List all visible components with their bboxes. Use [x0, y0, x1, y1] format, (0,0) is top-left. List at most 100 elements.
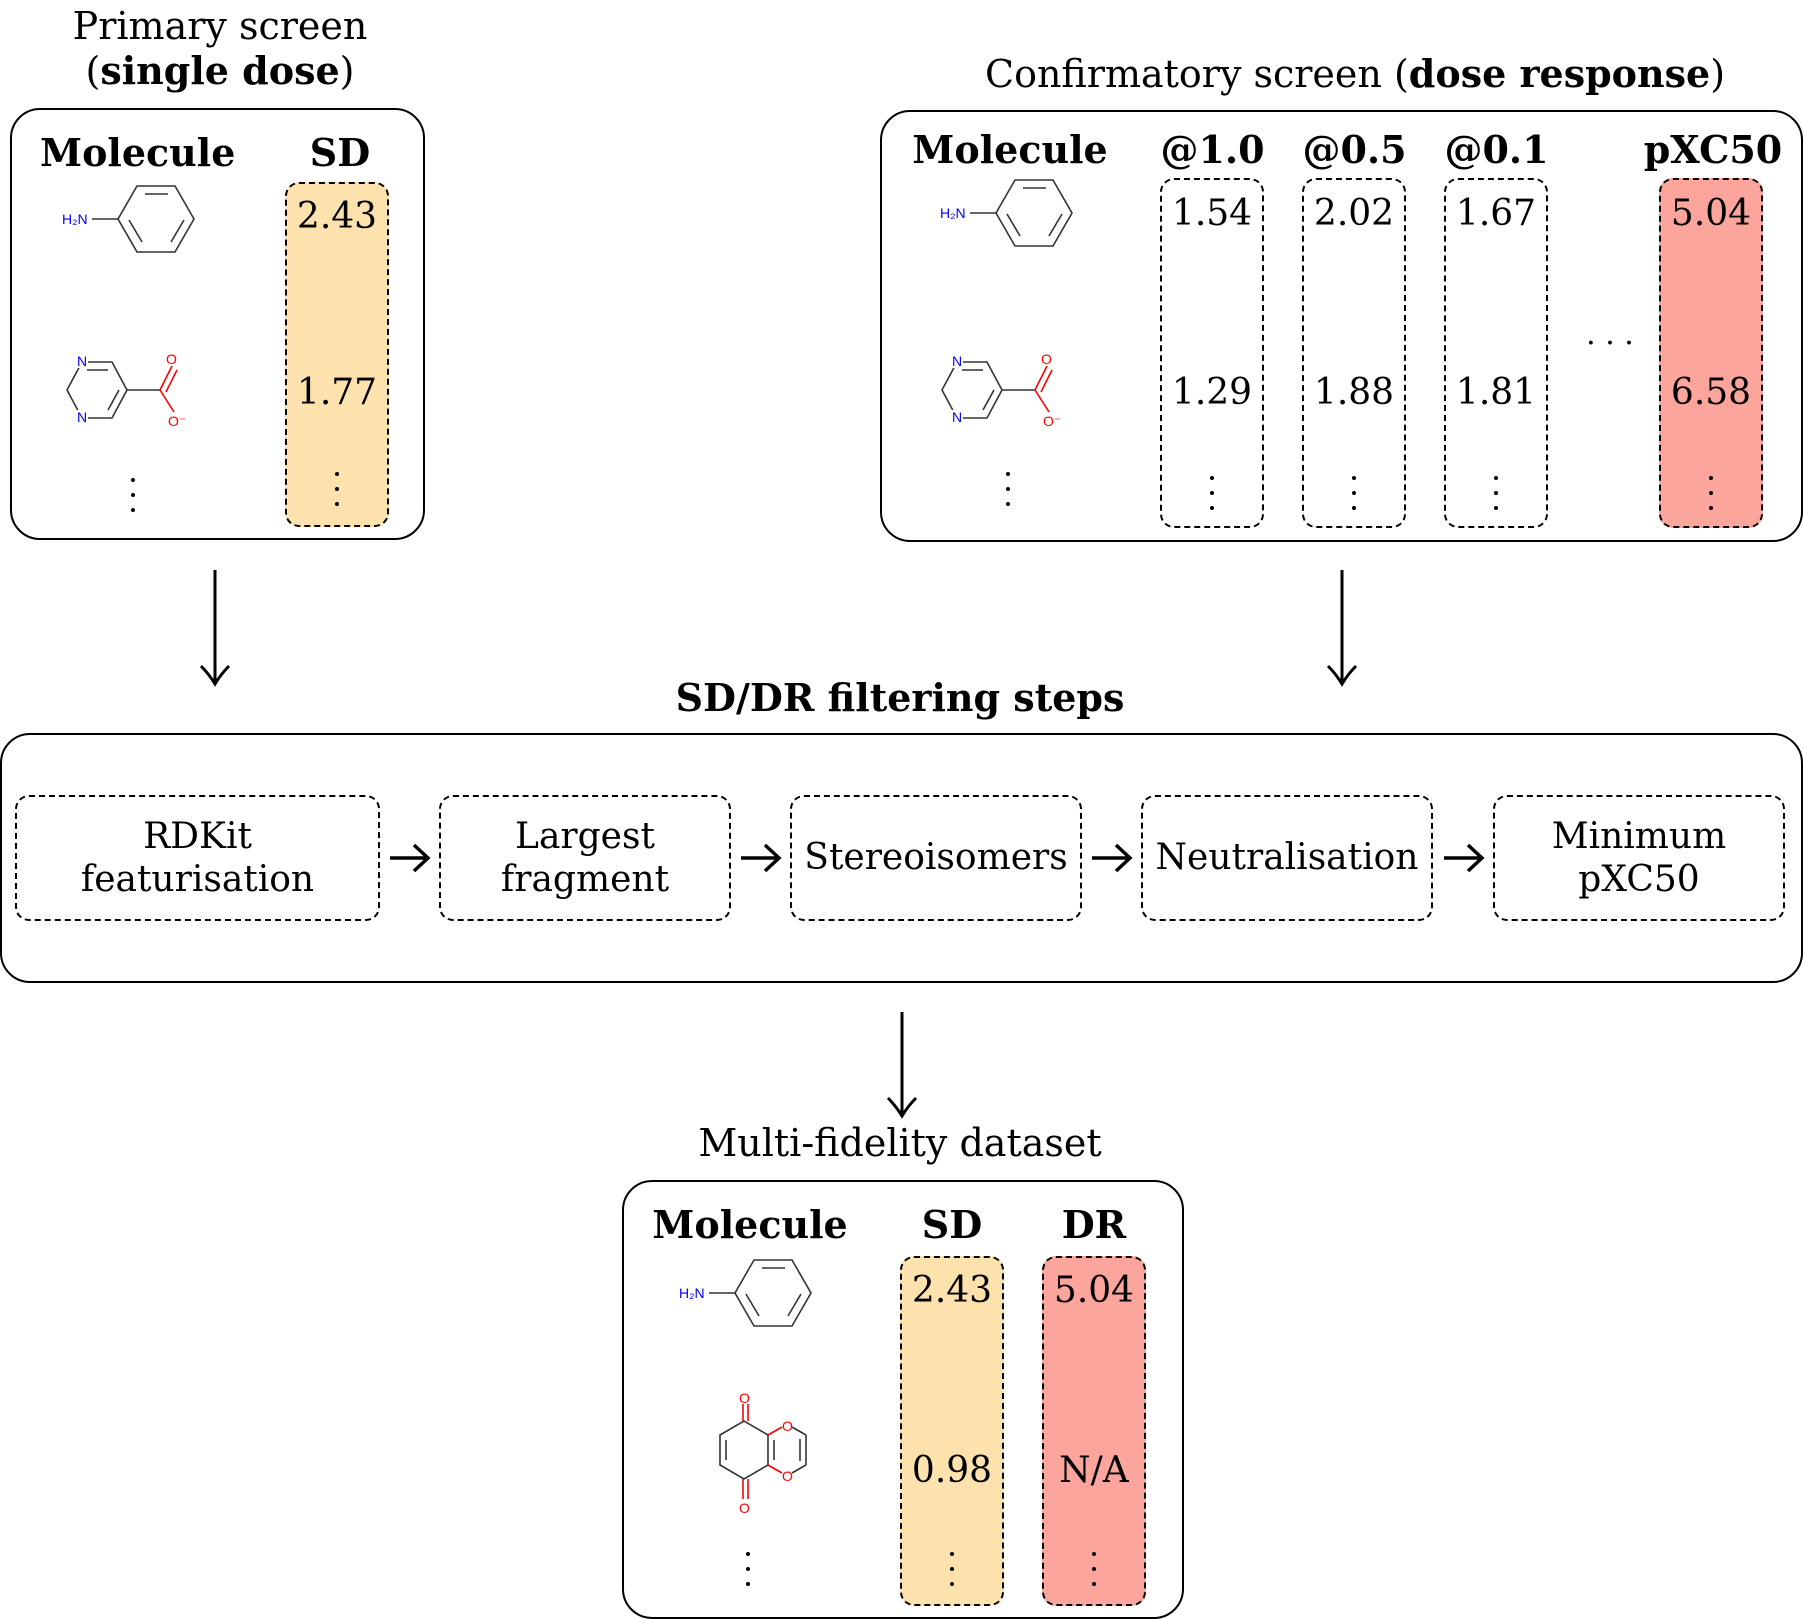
primary-molecule-vdots [128, 478, 138, 523]
confirmatory-dose-3-value-1: 1.67 [1455, 193, 1537, 234]
primary-sd-vdots [332, 472, 342, 517]
dataset-sd-value-2: 0.98 [911, 1450, 993, 1491]
pyrimidine-carboxylate-structure-icon: N N O O⁻ [941, 351, 1061, 429]
confirmatory-down-arrow-icon [1326, 570, 1358, 687]
pyrimidine-carboxylate-structure-icon: N N O O⁻ [66, 351, 186, 429]
confirmatory-pxc50-value-2: 6.58 [1670, 372, 1752, 413]
primary-screen-title-line2: (single dose) [60, 47, 380, 94]
filtering-steps-title: SD/DR filtering steps [675, 675, 1125, 720]
dataset-sd-vdots [947, 1552, 957, 1597]
confirmatory-dose-1-column [1160, 178, 1264, 528]
filtering-down-arrow-icon [886, 1012, 918, 1119]
o-minus-label: O⁻ [1043, 413, 1061, 429]
dataset-dr-value-2: N/A [1059, 1450, 1129, 1491]
o-minus-label: O⁻ [168, 413, 186, 429]
confirmatory-col-molecule-header: Molecule [912, 127, 1108, 172]
n-label-top: N [77, 353, 87, 369]
step-arrow-4-icon [1444, 843, 1485, 873]
dataset-col-dr-header: DR [1061, 1202, 1127, 1247]
step-3-text: Stereoisomers [804, 836, 1067, 879]
dataset-sd-column [900, 1256, 1004, 1606]
paren-close: ) [339, 48, 355, 93]
confirmatory-dose-2-vdots [1349, 476, 1359, 521]
step-4-line1: Neutralisation [1155, 837, 1419, 879]
dataset-dr-vdots [1089, 1552, 1099, 1597]
n-label-top: N [952, 353, 962, 369]
step-5-line1: Minimum [1551, 815, 1727, 857]
confirmatory-dose-3-column [1444, 178, 1548, 528]
step-1-line1: RDKit [143, 815, 252, 857]
step-1-line2: featurisation [80, 859, 315, 900]
primary-sd-value-2: 1.77 [296, 372, 378, 413]
confirmatory-screen-panel [880, 110, 1803, 542]
o-label: O [1041, 351, 1052, 367]
confirmatory-title-bold: dose response [1408, 51, 1711, 96]
step-rdkit-featurisation: RDKit featurisation [15, 795, 380, 921]
step-minimum-pxc50: Minimum pXC50 [1493, 795, 1785, 921]
confirmatory-dose-2-value-1: 2.02 [1313, 193, 1395, 234]
confirmatory-screen-title: Confirmatory screen (dose response) [985, 52, 1725, 97]
paren-open: ( [85, 48, 101, 93]
confirmatory-col-dose-2-header: @0.5 [1302, 127, 1407, 172]
primary-down-arrow-icon [199, 570, 231, 687]
benzodioxine-dione-structure-icon: O O O O [719, 1390, 807, 1516]
confirmatory-dose-2-column [1302, 178, 1406, 528]
dataset-col-sd-header: SD [921, 1202, 983, 1247]
dataset-molecule-vdots [743, 1552, 753, 1597]
n-label-bottom: N [77, 409, 87, 425]
o-label: O [782, 1418, 793, 1434]
step-5-text: Minimum pXC50 [1552, 815, 1727, 901]
confirmatory-col-pxc50-header: pXC50 [1643, 127, 1783, 172]
confirmatory-dose-1-vdots [1207, 476, 1217, 521]
o-label: O [166, 351, 177, 367]
confirmatory-pxc50-value-1: 5.04 [1670, 193, 1752, 234]
primary-col-molecule-header: Molecule [40, 130, 236, 175]
dataset-title: Multi-fidelity dataset [698, 1121, 1102, 1165]
o-label: O [782, 1468, 793, 1484]
confirmatory-dose-2-value-2: 1.88 [1313, 372, 1395, 413]
step-1-text: RDKit featurisation [81, 815, 314, 901]
step-arrow-3-icon [1092, 843, 1133, 873]
step-2-line2: fragment [500, 859, 670, 900]
confirmatory-title-main: Confirmatory screen ( [985, 52, 1409, 96]
primary-screen-title-bold: single dose [100, 47, 340, 93]
dataset-col-molecule-header: Molecule [652, 1202, 848, 1247]
confirmatory-col-dose-3-header: @0.1 [1444, 127, 1549, 172]
confirmatory-molecule-vdots [1003, 472, 1013, 517]
dataset-panel [622, 1180, 1184, 1619]
primary-screen-panel [10, 108, 425, 540]
confirmatory-pxc50-column [1659, 178, 1763, 528]
step-4-text: Neutralisation [1156, 836, 1419, 879]
primary-sd-value-1: 2.43 [296, 196, 378, 237]
step-neutralisation: Neutralisation [1141, 795, 1433, 921]
confirmatory-col-dose-1-header: @1.0 [1160, 127, 1265, 172]
h2n-label: H₂N [62, 211, 88, 227]
aniline-structure-icon: H₂N [679, 1259, 812, 1327]
confirmatory-dose-1-value-1: 1.54 [1171, 193, 1253, 234]
primary-sd-column [285, 182, 389, 527]
primary-screen-title-line1: Primary screen [72, 4, 368, 48]
confirmatory-dose-3-value-2: 1.81 [1455, 372, 1537, 413]
step-arrow-2-icon [741, 843, 782, 873]
confirmatory-title-close: ) [1710, 52, 1726, 96]
step-2-text: Largest fragment [501, 815, 669, 901]
o-label: O [739, 1390, 750, 1406]
confirmatory-pxc50-vdots [1706, 476, 1716, 521]
primary-screen-title: Primary screen (single dose) [60, 4, 380, 94]
dataset-dr-value-1: 5.04 [1053, 1270, 1135, 1311]
step-largest-fragment: Largest fragment [439, 795, 731, 921]
filtering-steps-panel [0, 733, 1803, 983]
primary-col-sd-header: SD [309, 130, 371, 175]
step-stereoisomers: Stereoisomers [790, 795, 1082, 921]
h2n-label: H₂N [679, 1285, 705, 1301]
step-3-line1: Stereoisomers [804, 837, 1068, 879]
confirmatory-dose-1-value-2: 1.29 [1171, 372, 1253, 413]
dataset-sd-value-1: 2.43 [911, 1270, 993, 1311]
aniline-structure-icon: H₂N [940, 179, 1073, 247]
confirmatory-hdots: · · · [1586, 326, 1634, 361]
step-2-line1: Largest [515, 815, 655, 857]
h2n-label: H₂N [940, 205, 966, 221]
aniline-structure-icon: H₂N [62, 185, 195, 253]
o-label: O [739, 1500, 750, 1516]
n-label-bottom: N [952, 409, 962, 425]
